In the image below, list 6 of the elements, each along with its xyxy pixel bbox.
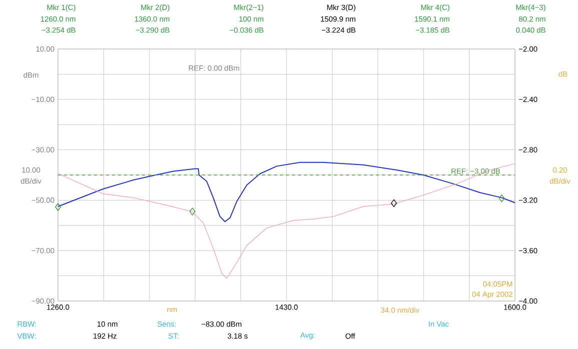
- point: [390, 199, 397, 208]
- point: [189, 208, 196, 216]
- line-series: [58, 162, 516, 222]
- line-series: [58, 163, 516, 279]
- point: [498, 194, 505, 202]
- point: [55, 203, 61, 211]
